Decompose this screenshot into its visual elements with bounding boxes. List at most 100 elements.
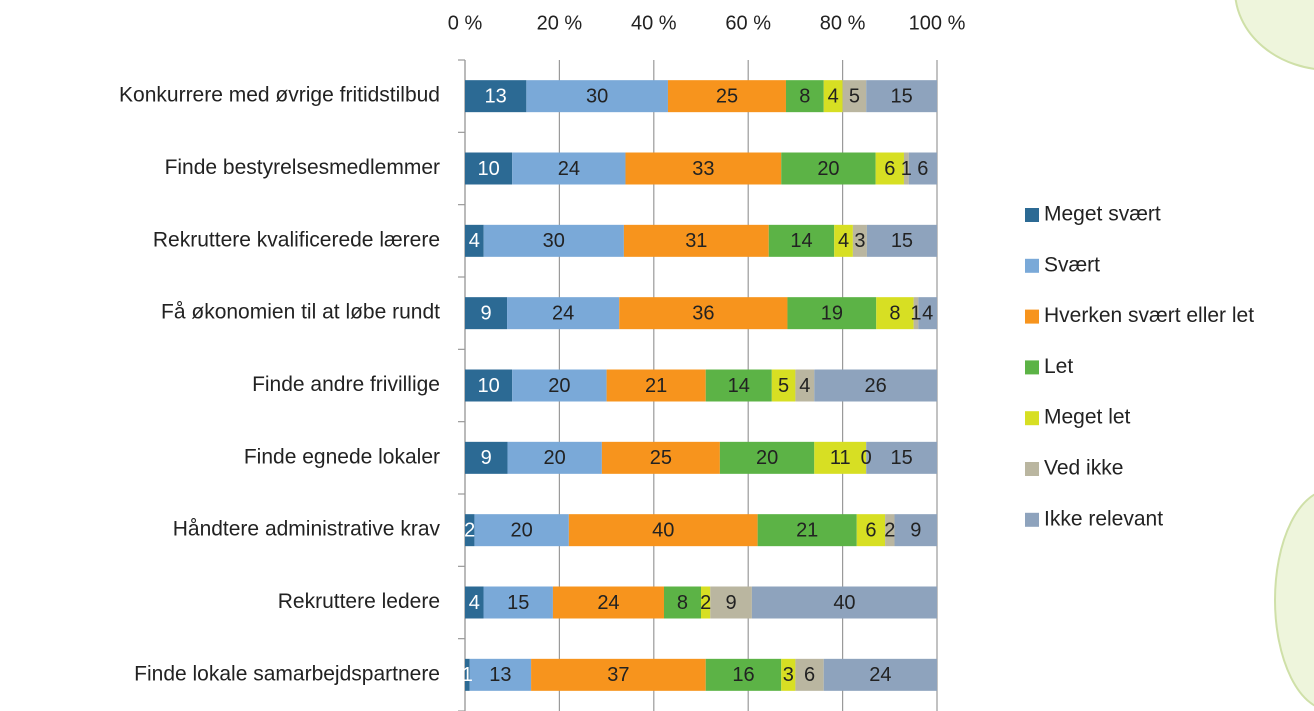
category-label: Rekruttere kvalificerede lærere <box>153 228 440 251</box>
data-label: 20 <box>548 375 570 397</box>
bar-segment <box>601 441 720 474</box>
data-label: 8 <box>799 85 810 107</box>
bar-segment <box>814 369 937 402</box>
bar-segment <box>823 80 843 113</box>
bar-segment <box>568 514 758 547</box>
data-label: 2 <box>884 519 895 541</box>
legend-swatch <box>1025 462 1039 476</box>
bar-segment <box>719 441 815 474</box>
data-label: 15 <box>890 447 912 469</box>
bar-segment <box>903 152 909 185</box>
bar-segment <box>913 297 919 330</box>
bar-segment <box>512 369 607 402</box>
data-label: 4 <box>469 230 480 252</box>
data-label: 13 <box>489 664 511 686</box>
bar-segment <box>507 297 620 330</box>
bar-segment <box>465 152 513 185</box>
legend-swatch <box>1025 411 1039 426</box>
x-tick-label: 80 % <box>820 12 866 34</box>
category-label: Finde andre frivillige <box>252 373 440 396</box>
data-label: 15 <box>890 85 912 107</box>
data-label: 25 <box>650 447 672 469</box>
data-label: 36 <box>692 302 714 324</box>
data-label: 8 <box>677 592 688 614</box>
bar-segment <box>781 658 796 691</box>
data-label: 2 <box>464 519 475 541</box>
bar-segment <box>465 441 508 474</box>
bar-segment <box>512 152 626 185</box>
bar-segment <box>465 658 470 691</box>
data-label: 6 <box>884 158 895 180</box>
data-label: 4 <box>799 375 810 397</box>
legend-swatch <box>1025 208 1039 222</box>
bar-segment <box>552 586 664 619</box>
bar-segment <box>465 369 513 402</box>
bar-segment <box>469 658 532 691</box>
bar-segment <box>483 586 553 619</box>
bar-segment <box>465 224 484 257</box>
data-label: 30 <box>586 85 608 107</box>
data-label: 30 <box>543 230 565 252</box>
data-label: 20 <box>817 158 839 180</box>
bar-segment <box>894 514 937 547</box>
bar-segment <box>823 658 937 691</box>
bar-segment <box>856 514 886 547</box>
data-label: 0 <box>861 447 872 469</box>
data-label: 1 <box>462 664 473 686</box>
data-label: 24 <box>552 302 574 324</box>
bar-segment <box>465 514 475 547</box>
data-label: 24 <box>869 664 891 686</box>
category-label: Få økonomien til at løbe rundt <box>161 301 440 324</box>
bar-segment <box>625 152 782 185</box>
bar-segment <box>795 369 815 402</box>
legend-label: Ved ikke <box>1044 457 1123 480</box>
x-tick-label: 100 % <box>909 12 966 34</box>
data-label: 9 <box>481 447 492 469</box>
decoration <box>1274 493 1314 707</box>
data-label: 10 <box>477 158 499 180</box>
bar-segment <box>842 80 867 113</box>
data-label: 3 <box>854 230 865 252</box>
data-label: 6 <box>917 158 928 180</box>
data-label: 1 <box>901 158 912 180</box>
data-label: 21 <box>645 375 667 397</box>
legend-swatch <box>1025 258 1039 273</box>
legend-label: Hverken svært eller let <box>1044 304 1254 327</box>
data-label: 15 <box>507 592 529 614</box>
data-label: 9 <box>910 519 921 541</box>
bar-segment <box>885 514 895 547</box>
legend-swatch <box>1025 360 1039 375</box>
bar-segment <box>918 297 937 330</box>
bar-segment <box>875 152 904 185</box>
data-label: 1 <box>910 302 921 324</box>
data-label: 37 <box>607 664 629 686</box>
bar-segment <box>757 514 857 547</box>
data-label: 3 <box>783 664 794 686</box>
data-label: 40 <box>833 592 855 614</box>
data-label: 2 <box>700 592 711 614</box>
bar-segment <box>531 658 706 691</box>
data-label: 9 <box>726 592 737 614</box>
bar-segment <box>465 586 484 619</box>
bar-segment <box>908 152 937 185</box>
bar-segment <box>781 152 876 185</box>
bar-segment <box>507 441 602 474</box>
bar-segment <box>866 441 937 474</box>
data-label: 10 <box>477 375 499 397</box>
category-label: Finde lokale samarbejdspartnere <box>134 662 440 685</box>
data-label: 20 <box>756 447 778 469</box>
data-label: 19 <box>821 302 843 324</box>
data-label: 14 <box>790 230 812 252</box>
data-label: 20 <box>511 519 533 541</box>
data-label: 15 <box>891 230 913 252</box>
bar-segment <box>663 586 701 619</box>
bar-segment <box>526 80 668 113</box>
data-label: 25 <box>716 85 738 107</box>
category-label: Håndtere administrative krav <box>173 518 441 541</box>
bar-segment <box>787 297 877 330</box>
bar-segment <box>483 224 624 257</box>
bars <box>465 80 937 691</box>
data-label: 9 <box>480 302 491 324</box>
bar-segment <box>619 297 788 330</box>
